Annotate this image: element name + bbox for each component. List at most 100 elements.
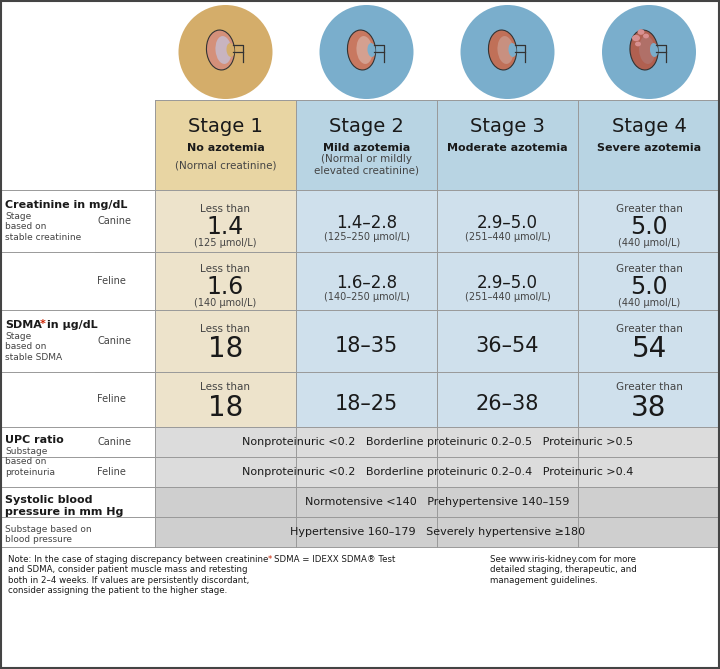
Text: Nonproteinuric <0.2   Borderline proteinuric 0.2–0.4   Proteinuric >0.4: Nonproteinuric <0.2 Borderline proteinur…: [242, 467, 633, 477]
Text: Feline: Feline: [97, 276, 126, 286]
Text: Hypertensive 160–179   Severely hypertensive ≥180: Hypertensive 160–179 Severely hypertensi…: [290, 527, 585, 537]
Text: Greater than: Greater than: [616, 324, 683, 334]
Text: See www.iris-kidney.com for more
detailed staging, therapeutic, and
management g: See www.iris-kidney.com for more detaile…: [490, 555, 636, 585]
Ellipse shape: [632, 35, 640, 41]
Ellipse shape: [508, 43, 516, 57]
Text: (440 μmol/L): (440 μmol/L): [618, 298, 680, 308]
Text: (140–250 μmol/L): (140–250 μmol/L): [323, 292, 410, 302]
Text: Canine: Canine: [97, 216, 131, 226]
Text: Feline: Feline: [97, 395, 126, 405]
Ellipse shape: [498, 36, 513, 64]
Bar: [578, 310, 720, 427]
Ellipse shape: [227, 43, 235, 57]
Text: UPC ratio: UPC ratio: [5, 435, 64, 445]
Bar: [437, 310, 578, 427]
Text: Canine: Canine: [97, 336, 131, 346]
Bar: [296, 310, 437, 427]
Text: 18–25: 18–25: [335, 395, 398, 415]
Text: No azotemia: No azotemia: [186, 143, 264, 153]
Ellipse shape: [639, 36, 655, 64]
Ellipse shape: [488, 30, 516, 70]
Ellipse shape: [179, 5, 272, 99]
Text: 2.9–5.0: 2.9–5.0: [477, 214, 538, 232]
Text: Mild azotemia: Mild azotemia: [323, 143, 410, 153]
Text: Feline: Feline: [97, 467, 126, 477]
Text: Stage
based on
stable SDMA: Stage based on stable SDMA: [5, 332, 62, 362]
Text: Less than: Less than: [200, 383, 251, 393]
Text: 26–38: 26–38: [476, 395, 539, 415]
Text: (140 μmol/L): (140 μmol/L): [194, 298, 256, 308]
Text: (251–440 μmol/L): (251–440 μmol/L): [464, 232, 550, 242]
Text: Less than: Less than: [200, 204, 251, 214]
Text: Creatinine in mg/dL: Creatinine in mg/dL: [5, 200, 127, 210]
Text: 18: 18: [208, 393, 243, 421]
Ellipse shape: [630, 30, 658, 70]
Bar: [578, 190, 720, 310]
Bar: [155, 427, 720, 487]
Text: 18: 18: [208, 335, 243, 363]
Text: Substage based on
blood pressure: Substage based on blood pressure: [5, 525, 91, 545]
Ellipse shape: [602, 5, 696, 99]
Text: 5.0: 5.0: [630, 275, 668, 299]
Text: 1.4–2.8: 1.4–2.8: [336, 214, 397, 232]
Text: 38: 38: [631, 393, 667, 421]
Text: Substage
based on
proteinuria: Substage based on proteinuria: [5, 447, 55, 477]
Bar: [155, 100, 296, 190]
Bar: [155, 487, 720, 547]
Text: Canine: Canine: [97, 437, 131, 447]
Ellipse shape: [215, 36, 232, 64]
Text: *: *: [40, 319, 46, 329]
Text: Less than: Less than: [200, 324, 251, 334]
Text: in μg/dL: in μg/dL: [47, 320, 98, 330]
Bar: [296, 190, 437, 310]
Text: Greater than: Greater than: [616, 204, 683, 214]
Bar: [437, 100, 578, 190]
Text: 5.0: 5.0: [630, 215, 668, 239]
Text: 36–54: 36–54: [476, 336, 539, 356]
Text: (251–440 μmol/L): (251–440 μmol/L): [464, 292, 550, 302]
Text: SDMA = IDEXX SDMA® Test: SDMA = IDEXX SDMA® Test: [274, 555, 395, 564]
Text: Severe azotemia: Severe azotemia: [597, 143, 701, 153]
Ellipse shape: [461, 5, 554, 99]
Text: 18–35: 18–35: [335, 336, 398, 356]
Text: Stage 4: Stage 4: [611, 116, 686, 136]
Text: 1.6: 1.6: [207, 275, 244, 299]
Text: (Normal or mildly
elevated creatinine): (Normal or mildly elevated creatinine): [314, 154, 419, 176]
Text: Stage
based on
stable creatinine: Stage based on stable creatinine: [5, 212, 81, 242]
Text: Moderate azotemia: Moderate azotemia: [447, 143, 568, 153]
Ellipse shape: [348, 30, 376, 70]
Text: Normotensive <140   Prehypertensive 140–159: Normotensive <140 Prehypertensive 140–15…: [305, 497, 570, 507]
Bar: [155, 190, 296, 310]
Text: Nonproteinuric <0.2   Borderline proteinuric 0.2–0.5   Proteinuric >0.5: Nonproteinuric <0.2 Borderline proteinur…: [242, 437, 633, 447]
Bar: [155, 310, 296, 427]
Text: 2.9–5.0: 2.9–5.0: [477, 274, 538, 292]
Text: Systolic blood
pressure in mm Hg: Systolic blood pressure in mm Hg: [5, 495, 123, 516]
Text: Stage 2: Stage 2: [329, 116, 404, 136]
Text: (440 μmol/L): (440 μmol/L): [618, 238, 680, 248]
Text: Note: In the case of staging discrepancy between creatinine
and SDMA, consider p: Note: In the case of staging discrepancy…: [8, 555, 269, 595]
Ellipse shape: [637, 29, 644, 35]
Bar: [0, 100, 155, 547]
Text: Greater than: Greater than: [616, 383, 683, 393]
Ellipse shape: [643, 33, 649, 38]
Ellipse shape: [320, 5, 413, 99]
Text: 1.4: 1.4: [207, 215, 244, 239]
Ellipse shape: [635, 41, 641, 46]
Text: (125–250 μmol/L): (125–250 μmol/L): [323, 232, 410, 242]
Bar: [578, 100, 720, 190]
Bar: [296, 100, 437, 190]
Text: 1.6–2.8: 1.6–2.8: [336, 274, 397, 292]
Text: Greater than: Greater than: [616, 264, 683, 274]
Bar: [437, 190, 578, 310]
Text: Stage 3: Stage 3: [470, 116, 545, 136]
Text: 54: 54: [631, 335, 667, 363]
Text: Stage 1: Stage 1: [188, 116, 263, 136]
Ellipse shape: [650, 43, 658, 57]
Text: (Normal creatinine): (Normal creatinine): [175, 160, 276, 170]
Text: (125 μmol/L): (125 μmol/L): [194, 238, 257, 248]
Text: Less than: Less than: [200, 264, 251, 274]
Text: SDMA: SDMA: [5, 320, 42, 330]
Ellipse shape: [356, 36, 372, 64]
Ellipse shape: [367, 43, 376, 57]
Text: *: *: [268, 555, 272, 564]
